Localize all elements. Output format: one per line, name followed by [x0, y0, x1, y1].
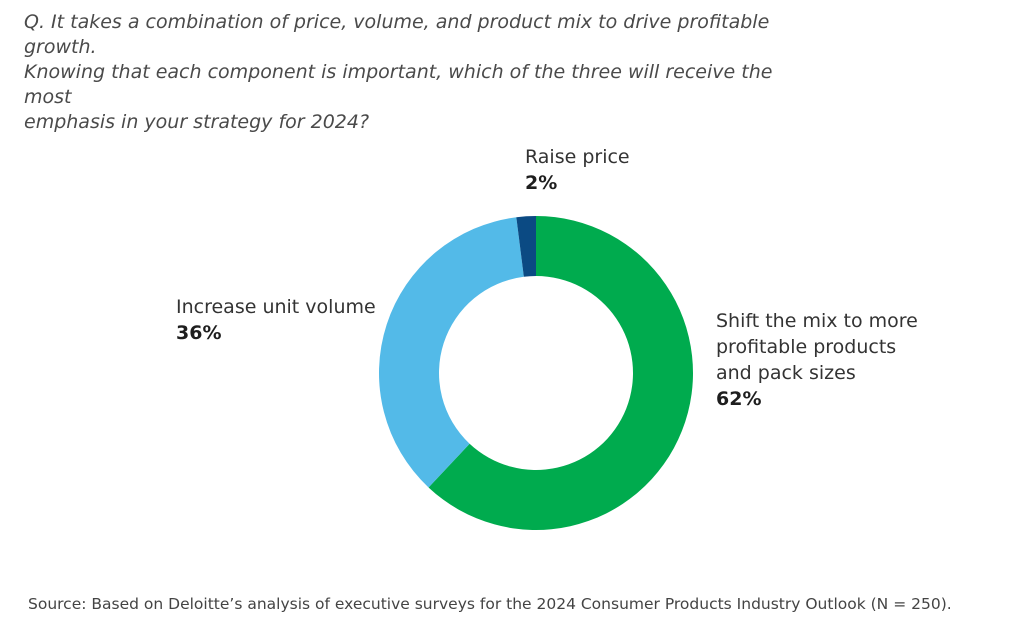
donut-slice-volume: [378, 217, 524, 488]
question-line: Knowing that each component is important…: [24, 61, 773, 108]
source-note: Source: Based on Deloitte’s analysis of …: [28, 595, 952, 613]
slice-label-value: 36%: [176, 322, 222, 344]
donut-slice-price: [516, 216, 536, 277]
slice-label-shift-the-mix: Shift the mix to more profitable product…: [716, 308, 918, 412]
slice-label-increase-unit-volume: Increase unit volume 36%: [176, 294, 376, 346]
donut-slice-mix: [428, 216, 693, 531]
slice-label-name: Shift the mix to more: [716, 310, 918, 332]
slice-label-name: Raise price: [525, 146, 630, 168]
question-line: Q. It takes a combination of price, volu…: [24, 11, 770, 58]
slice-label-name: and pack sizes: [716, 362, 856, 384]
slice-label-value: 2%: [525, 172, 558, 194]
question-text: Q. It takes a combination of price, volu…: [24, 10, 824, 135]
slice-label-name: profitable products: [716, 336, 897, 358]
slice-label-value: 62%: [716, 388, 762, 410]
question-line: emphasis in your strategy for 2024?: [24, 111, 370, 133]
slice-label-raise-price: Raise price 2%: [525, 144, 630, 196]
slice-label-name: Increase unit volume: [176, 296, 376, 318]
